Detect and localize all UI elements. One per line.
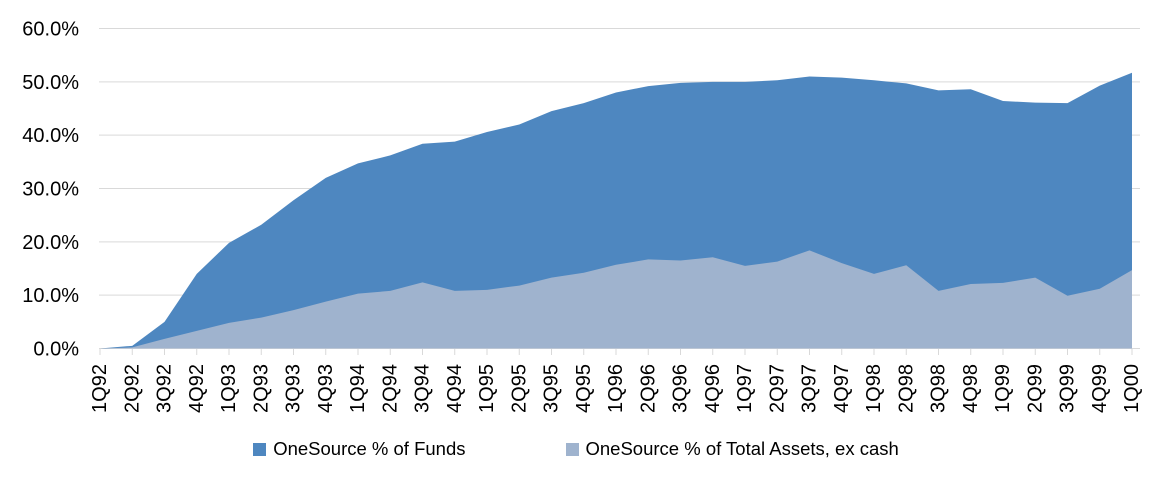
- x-axis-tick-label: 4Q95: [573, 364, 595, 413]
- x-axis-tick-label: 1Q98: [863, 364, 885, 413]
- x-axis-tick-label: 2Q93: [250, 364, 272, 413]
- x-axis-tick-label: 4Q92: [186, 364, 208, 413]
- assets-area-series: [100, 250, 1132, 349]
- x-axis-tick-label: 1Q00: [1121, 364, 1143, 413]
- y-axis-tick-label: 50.0%: [22, 72, 79, 94]
- assets-swatch-icon: [565, 442, 579, 456]
- x-axis-tick-label: 4Q99: [1089, 364, 1111, 413]
- x-axis-tick-label: 3Q93: [283, 364, 305, 413]
- x-axis-tick-label: 1Q97: [734, 364, 756, 413]
- x-axis-tick-label: 3Q95: [541, 364, 563, 413]
- y-axis-tick-label: 30.0%: [22, 179, 79, 201]
- y-axis-tick-label: 20.0%: [22, 232, 79, 254]
- x-axis-tick-label: 2Q94: [379, 364, 401, 413]
- x-axis-tick-label: 1Q99: [992, 364, 1014, 413]
- x-axis-tick-label: 2Q92: [121, 364, 143, 413]
- x-axis-tick-label: 4Q98: [960, 364, 982, 413]
- x-axis-tick-label: 1Q96: [605, 364, 627, 413]
- x-axis-tick-label: 1Q93: [218, 364, 240, 413]
- x-axis-tick-label: 2Q98: [895, 364, 917, 413]
- y-axis-tick-label: 10.0%: [22, 285, 79, 307]
- chart-legend: OneSource % of Funds OneSource % of Tota…: [0, 438, 1152, 460]
- x-axis-tick-label: 3Q97: [799, 364, 821, 413]
- x-axis-tick-label: 1Q92: [89, 364, 111, 413]
- x-axis-tick-label: 3Q99: [1057, 364, 1079, 413]
- x-axis-tick-label: 1Q94: [347, 364, 369, 413]
- funds-swatch-icon: [253, 442, 267, 456]
- x-axis-tick-label: 2Q96: [637, 364, 659, 413]
- x-axis-tick-label: 4Q96: [702, 364, 724, 413]
- legend-item-assets: OneSource % of Total Assets, ex cash: [565, 438, 899, 460]
- legend-item-funds: OneSource % of Funds: [253, 438, 466, 460]
- legend-label-assets: OneSource % of Total Assets, ex cash: [585, 438, 899, 459]
- x-axis-tick-label: 3Q94: [412, 364, 434, 413]
- x-axis-tick-label: 2Q97: [766, 364, 788, 413]
- x-axis-tick-label: 2Q95: [508, 364, 530, 413]
- x-axis-tick-label: 3Q98: [928, 364, 950, 413]
- x-axis-tick-label: 4Q97: [831, 364, 853, 413]
- x-axis-tick-label: 3Q92: [154, 364, 176, 413]
- y-axis-tick-label: 60.0%: [22, 19, 79, 41]
- x-axis-tick-label: 4Q94: [444, 364, 466, 413]
- y-axis-tick-label: 40.0%: [22, 125, 79, 147]
- x-axis-tick-label: 4Q93: [315, 364, 337, 413]
- y-axis-tick-label: 0.0%: [33, 339, 79, 361]
- x-axis-tick-label: 1Q95: [476, 364, 498, 413]
- x-axis-tick-label: 3Q96: [670, 364, 692, 413]
- x-axis-tick-label: 2Q99: [1024, 364, 1046, 413]
- legend-label-funds: OneSource % of Funds: [273, 438, 466, 459]
